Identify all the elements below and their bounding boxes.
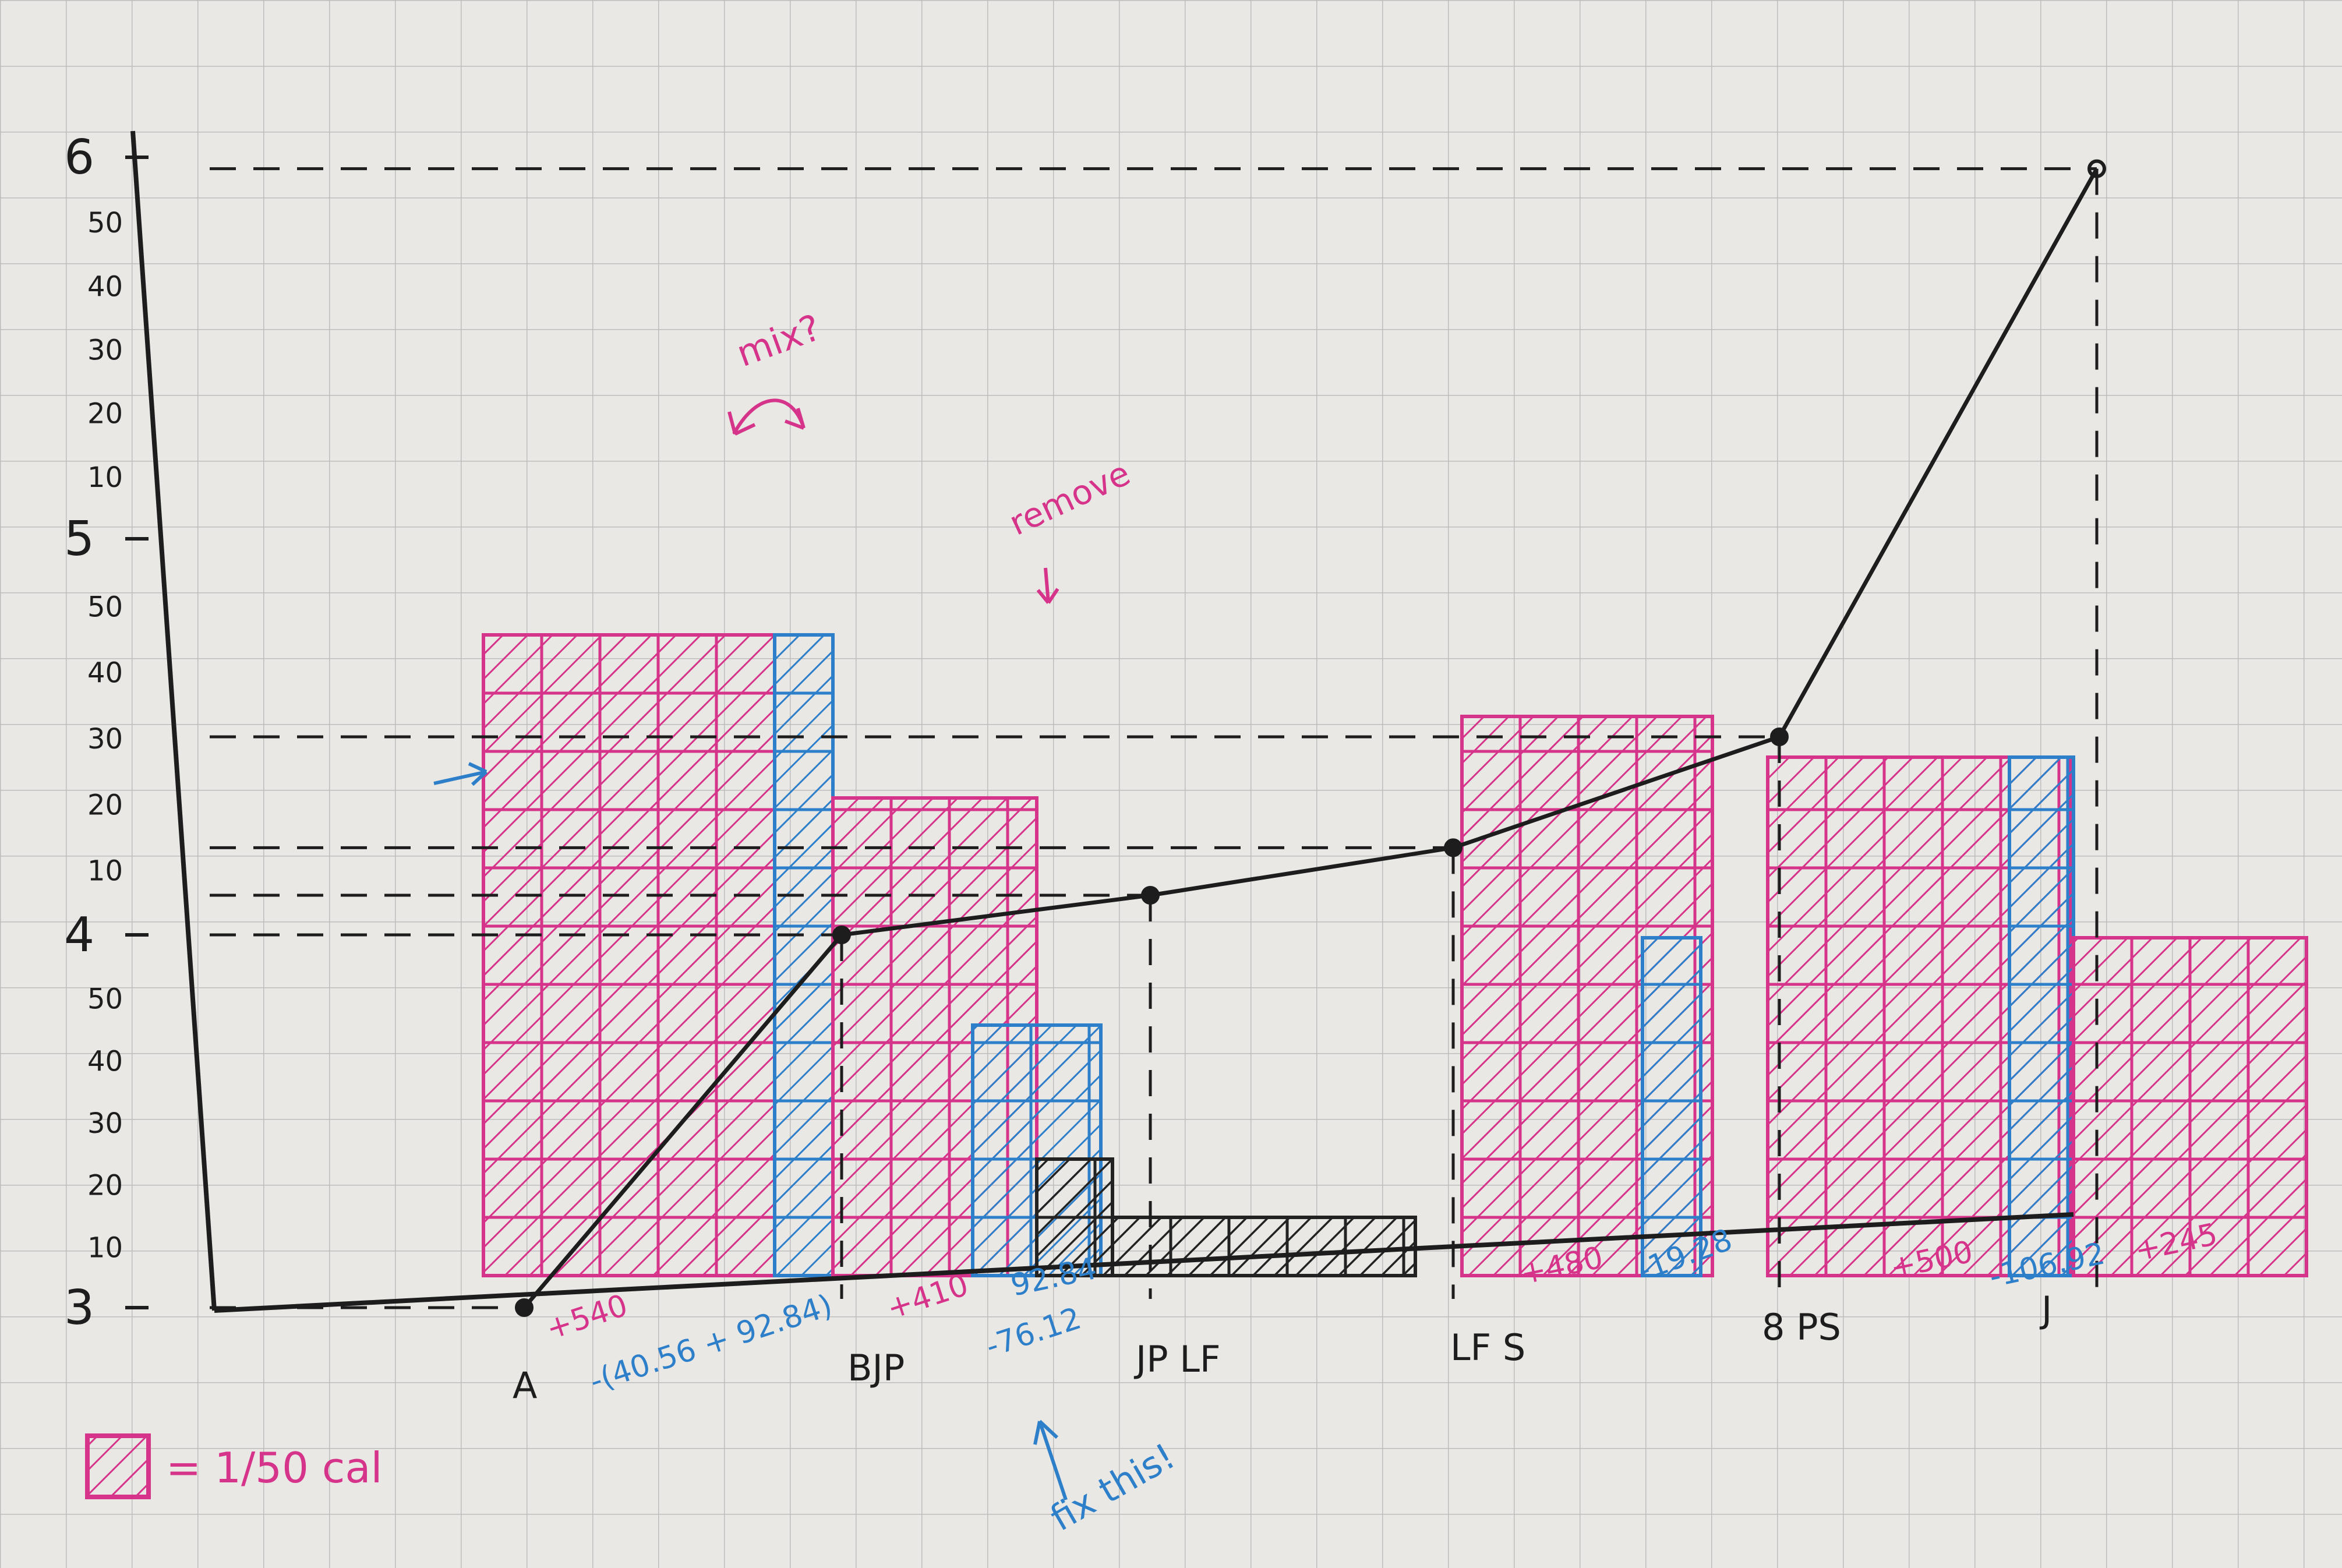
- x-axis-line: [214, 1212, 2074, 1313]
- annotation-mix-arrow: [727, 398, 806, 436]
- y-minor-tick-label: 30: [87, 723, 123, 755]
- line-point: [2087, 159, 2106, 178]
- x-tick-label: A: [513, 1364, 537, 1407]
- bar: [1111, 1216, 1417, 1277]
- y-minor-tick-label: 20: [87, 1170, 123, 1202]
- y-minor-tick-label: 30: [87, 334, 123, 367]
- y-minor-tick-label: 20: [87, 789, 123, 821]
- y-minor-tick-label: 40: [87, 657, 123, 690]
- legend-swatch: [85, 1433, 151, 1499]
- line-point: [832, 926, 851, 944]
- bar: [482, 633, 776, 1277]
- y-minor-tick-label: 40: [87, 270, 123, 303]
- y-minor-tick-label: 10: [87, 1231, 123, 1264]
- y-minor-tick-label: 30: [87, 1107, 123, 1140]
- x-tick-label: J: [2039, 1288, 2052, 1331]
- annotation-fix-arrow: [1033, 1419, 1068, 1500]
- y-minor-tick-label: 50: [87, 591, 123, 623]
- y-axis-line: [130, 130, 217, 1311]
- x-tick-label: JP LF: [1133, 1338, 1221, 1380]
- bar: [1641, 936, 1702, 1277]
- line-point: [1444, 838, 1463, 857]
- annotation-pointer-arrow: [433, 762, 488, 786]
- y-minor-tick-label: 50: [87, 983, 123, 1016]
- y-major-tick-label: 3: [64, 1280, 94, 1336]
- x-tick-label: BJP: [847, 1347, 905, 1389]
- y-major-tick-label: 5: [64, 511, 94, 567]
- annotation-remove-arrow: [1036, 567, 1059, 604]
- line-point: [515, 1298, 534, 1317]
- y-minor-tick-label: 40: [87, 1045, 123, 1078]
- y-minor-tick-label: 10: [87, 461, 123, 494]
- x-tick-label: 8 PS: [1762, 1306, 1841, 1348]
- y-minor-tick-label: 10: [87, 855, 123, 888]
- guide-lines-layer: [210, 167, 2099, 1309]
- cumulative-line-layer: [515, 159, 2106, 1317]
- bar: [2008, 755, 2075, 1277]
- y-ticks-layer: 3 4 5 6 10 20 30 40 50 10 20 30 40 50 10 20 30 40 50: [64, 130, 149, 1336]
- x-tick-label: LF S: [1450, 1326, 1525, 1369]
- y-minor-tick-label: 20: [87, 398, 123, 430]
- y-major-tick-label: 6: [64, 130, 94, 185]
- y-major-tick-label: 4: [64, 907, 94, 963]
- cumulative-line: [522, 167, 2099, 1309]
- y-minor-tick-label: 50: [87, 207, 123, 239]
- line-point: [1770, 728, 1789, 746]
- bars-layer: [482, 633, 2308, 1277]
- legend-text: = 1/50 cal: [166, 1443, 383, 1492]
- line-point: [1141, 886, 1160, 905]
